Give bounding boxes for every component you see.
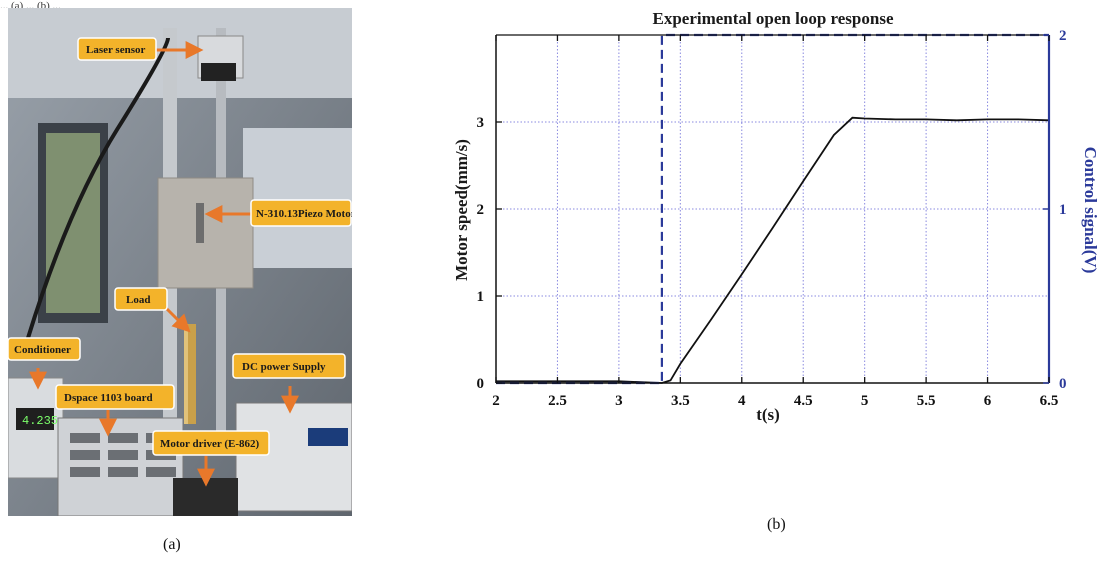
x-tick-label: 4 xyxy=(738,393,746,409)
y-tick-label: 1 xyxy=(477,289,485,305)
x-tick-label: 4.5 xyxy=(794,393,813,409)
x-tick-label: 5 xyxy=(861,393,869,409)
motor-speed-line xyxy=(496,116,1050,384)
y2-tick-label: 1 xyxy=(1059,202,1067,218)
y-tick-label: 3 xyxy=(477,115,485,131)
experimental-setup-photo: 4.235 Laser sensor N-310.13 xyxy=(8,8,352,516)
svg-text:N-310.13Piezo Motor: N-310.13Piezo Motor xyxy=(256,208,352,220)
x-axis-label: t(s) xyxy=(756,405,780,424)
svg-text:4.235: 4.235 xyxy=(22,414,58,428)
svg-text:Laser sensor: Laser sensor xyxy=(86,44,145,56)
svg-text:Conditioner: Conditioner xyxy=(14,344,71,356)
x-tick-label: 6.5 xyxy=(1040,393,1059,409)
svg-text:Load: Load xyxy=(126,294,150,306)
label-load: Load xyxy=(114,287,168,311)
label-dc-power-supply: DC power Supply xyxy=(232,353,346,379)
label-piezo-motor: N-310.13Piezo Motor xyxy=(250,199,352,227)
x-tick-label: 5.5 xyxy=(917,393,936,409)
x-tick-label: 3.5 xyxy=(671,393,690,409)
chart-grid xyxy=(496,35,1049,383)
chart-title: Experimental open loop response xyxy=(652,9,893,28)
svg-text:DC power Supply: DC power Supply xyxy=(242,361,326,373)
header-fragment: ... (a) ... (b) ... xyxy=(0,0,61,9)
y-axis-label: Motor speed(mm/s) xyxy=(452,139,471,281)
x-tick-label: 6 xyxy=(984,393,992,409)
caption-a: (a) xyxy=(163,536,181,553)
x-tick-label: 2.5 xyxy=(548,393,567,409)
label-conditioner: Conditioner xyxy=(8,337,81,361)
svg-text:Motor driver (E-862): Motor driver (E-862) xyxy=(160,438,260,450)
y-tick-label: 0 xyxy=(477,376,485,392)
y2-tick-label: 0 xyxy=(1059,376,1067,392)
y-tick-label: 2 xyxy=(477,202,485,218)
label-motor-driver: Motor driver (E-862) xyxy=(152,430,270,456)
label-dspace-board: Dspace 1103 board xyxy=(55,384,175,410)
label-laser-sensor: Laser sensor xyxy=(77,37,157,61)
y2-tick-label: 2 xyxy=(1059,28,1067,44)
x-tick-label: 2 xyxy=(492,393,500,409)
x-tick-label: 3 xyxy=(615,393,623,409)
caption-b: (b) xyxy=(767,516,786,533)
svg-text:Dspace 1103 board: Dspace 1103 board xyxy=(64,392,153,404)
y2-axis-label: Control signal(V) xyxy=(1081,147,1100,274)
